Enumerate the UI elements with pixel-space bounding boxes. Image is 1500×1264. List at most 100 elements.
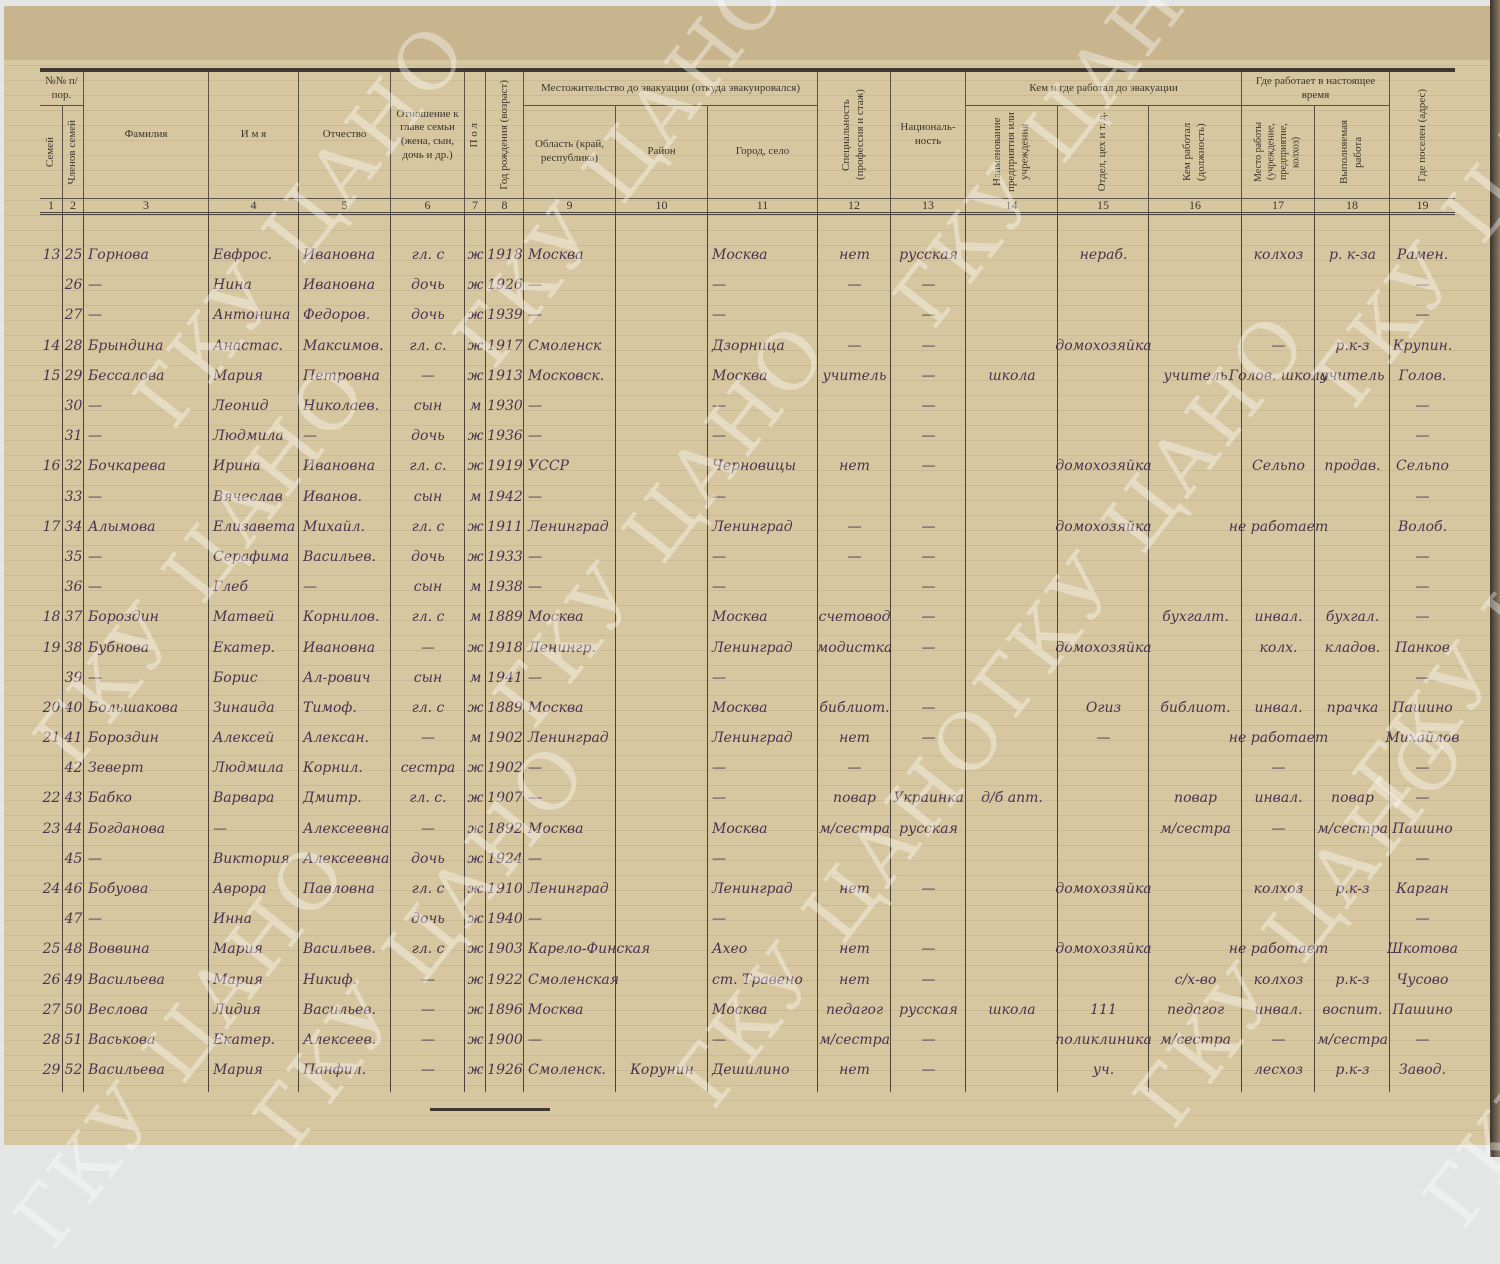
cell-col-3: — <box>88 669 102 686</box>
cell-col-7: ж <box>467 518 484 535</box>
book-binding <box>1490 0 1500 1157</box>
cell-col-4: Мария <box>213 971 263 988</box>
cell-col-11: Москва <box>712 820 768 837</box>
cell-col-12 <box>818 904 891 934</box>
cell-col-15: домохозяйка <box>1055 337 1152 354</box>
cell-col-10 <box>616 361 708 391</box>
cell-col-6: гл. с <box>411 247 445 264</box>
table-row: 17 34 Алымова Елизавета Михайл. гл. с ж 1911 Лен… <box>40 512 1455 542</box>
cell-col-9: Москва <box>528 609 584 626</box>
cell-col-13: — <box>921 548 936 565</box>
cell-col-6: дочь <box>411 307 445 324</box>
cell-col-7: ж <box>467 699 484 716</box>
cell-col-7: ж <box>467 548 484 565</box>
cell-col-11: — <box>712 277 726 294</box>
table-row: 19 38 Бубнова Екатер. Ивановна — ж 1918 Ленингр.… <box>40 632 1455 662</box>
cell-col-16 <box>1149 904 1242 934</box>
cell-col-17 <box>1242 482 1315 512</box>
cell-col-17: инвал. <box>1254 609 1303 626</box>
cell-col-4: Леонид <box>213 398 269 415</box>
cell-col-5: Васильев. <box>303 1001 376 1018</box>
cell-col-3: — <box>88 850 102 867</box>
cell-col-8: 1922 <box>487 971 523 988</box>
cell-col-7: ж <box>467 850 484 867</box>
cell-col-12: — <box>847 760 862 777</box>
cell-col-1 <box>40 391 63 421</box>
cell-col-12: счетовод <box>818 609 891 626</box>
cell-col-17: Голов. школа <box>1228 367 1329 384</box>
cell-col-2: 36 <box>64 579 83 596</box>
cell-col-12: нет <box>839 247 870 264</box>
cell-col-2: 39 <box>64 669 83 686</box>
table-row: 15 29 Бессалова Мария Петровна — ж 1913 Московск… <box>40 361 1455 391</box>
table-row: 42 Зеверт Людмила Корнил. сестра ж 1902 — — — — — <box>40 753 1455 783</box>
header-col-4: И м я <box>209 72 299 198</box>
cell-col-9: Москва <box>528 820 584 837</box>
cell-col-13: — <box>921 277 936 294</box>
cell-col-5: Максимов. <box>303 337 384 354</box>
cell-col-13 <box>891 482 966 512</box>
cell-col-9: — <box>528 669 542 686</box>
cell-col-18: р.к-з <box>1335 1062 1370 1079</box>
cell-col-15 <box>1058 602 1149 632</box>
cell-col-17: инвал. <box>1254 790 1303 807</box>
cell-col-4: Евфрос. <box>213 247 273 264</box>
cell-col-10 <box>616 300 708 330</box>
column-number-14: 14 <box>966 198 1058 212</box>
cell-col-7: м <box>469 579 482 596</box>
cell-col-17: колхоз <box>1253 971 1304 988</box>
table-row: 23 44 Богданова — Алексеевна — ж 1892 Москва Моск… <box>40 814 1455 844</box>
cell-col-6: сын <box>413 488 443 505</box>
cell-col-18 <box>1315 572 1390 602</box>
cell-col-6: гл. с. <box>409 790 447 807</box>
cell-col-12 <box>818 482 891 512</box>
cell-col-14 <box>966 1025 1058 1055</box>
cell-col-8: 1926 <box>487 277 523 294</box>
cell-col-16 <box>1149 451 1242 481</box>
cell-col-9: Москва <box>528 247 584 264</box>
cell-col-9: — <box>528 790 542 807</box>
cell-col-15: 111 <box>1090 1001 1117 1018</box>
cell-col-4: Екатер. <box>213 1031 275 1048</box>
cell-col-14 <box>966 331 1058 361</box>
cell-col-11: Черновицы <box>712 458 797 475</box>
table-row: 39 — Борис Ал-рович сын м 1941 — — — <box>40 663 1455 693</box>
cell-col-16 <box>1149 391 1242 421</box>
cell-col-11: Ленинград <box>712 518 793 535</box>
cell-col-9: — <box>528 548 542 565</box>
cell-col-10 <box>616 693 708 723</box>
cell-col-18: продав. <box>1324 458 1381 475</box>
column-number-2: 2 <box>63 198 84 212</box>
cell-col-8: 1919 <box>487 458 523 475</box>
cell-col-15 <box>1058 844 1149 874</box>
cell-col-5: Тимоф. <box>303 699 357 716</box>
cell-col-18 <box>1315 663 1390 693</box>
table-row: 27 50 Веслова Лидия Васильев. — ж 1896 Москва Мос… <box>40 995 1455 1025</box>
cell-col-8: 1892 <box>487 820 523 837</box>
cell-col-13: русская <box>899 247 958 264</box>
cell-col-6: — <box>421 1062 435 1079</box>
cell-col-3: Алымова <box>88 518 156 535</box>
cell-col-4: Варвара <box>213 790 275 807</box>
cell-col-8: 1930 <box>487 398 523 415</box>
cell-col-12: нет <box>839 458 870 475</box>
cell-col-3: Васильева <box>88 971 165 988</box>
cell-col-4: Матвей <box>213 609 275 626</box>
cell-col-14 <box>966 270 1058 300</box>
cell-col-19: Пашино <box>1392 1001 1453 1018</box>
cell-col-9: Ленинград <box>528 518 609 535</box>
cell-col-6: гл. с <box>411 881 445 898</box>
header-col-16: Кем работал (должность) <box>1181 122 1207 182</box>
cell-col-17 <box>1242 663 1315 693</box>
cell-col-6: гл. с <box>411 941 445 958</box>
cell-col-9: Ленингр. <box>528 639 596 656</box>
cell-col-4: Зинаида <box>213 699 275 716</box>
cell-col-1: 15 <box>42 367 61 384</box>
cell-col-19: — <box>1415 911 1430 928</box>
cell-col-7: ж <box>467 458 484 475</box>
cell-col-5: Корнил. <box>303 760 363 777</box>
cell-col-4: Ирина <box>213 458 261 475</box>
cell-col-5: Михайл. <box>303 518 365 535</box>
cell-col-4: Елизавета <box>213 518 296 535</box>
column-number-9: 9 <box>524 198 616 212</box>
